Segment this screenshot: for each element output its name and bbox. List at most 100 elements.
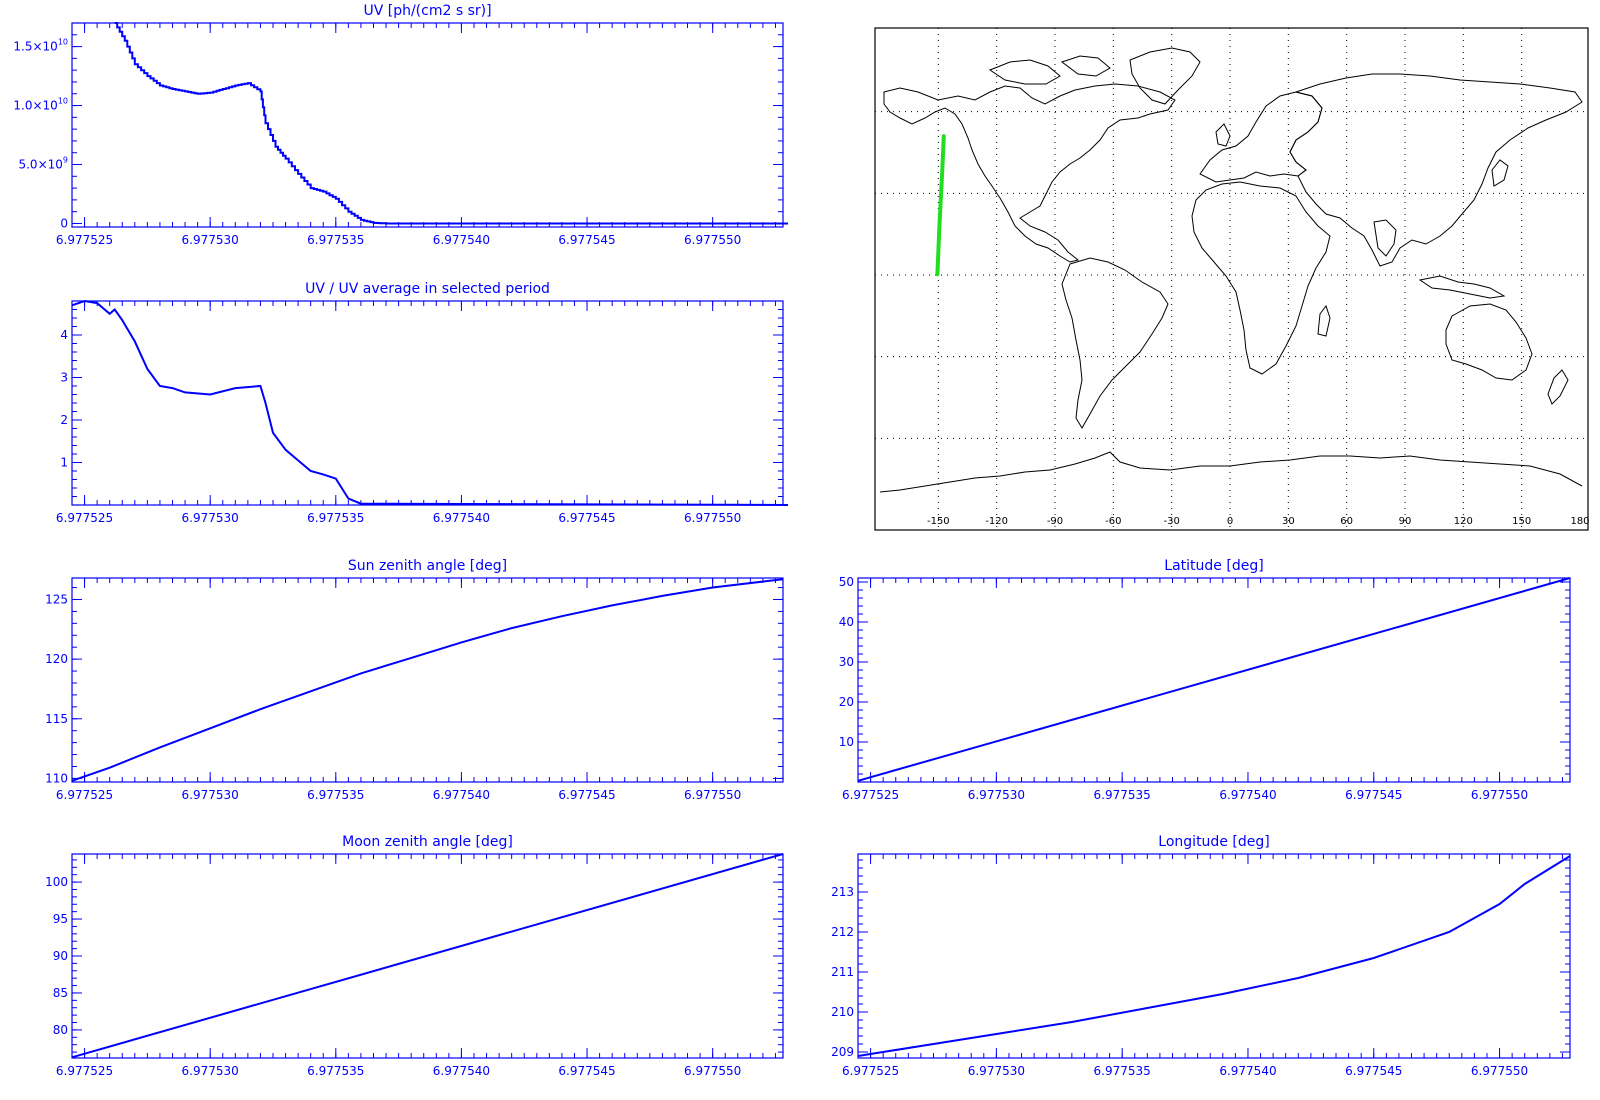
y-tick-label: 50 [839, 575, 854, 589]
map-xtick-label: 30 [1282, 516, 1295, 527]
coastline-madagascar [1317, 304, 1331, 337]
chart-title: Longitude [deg] [1158, 834, 1269, 850]
plot-frame [71, 300, 784, 506]
y-tick-label: 120 [45, 652, 68, 666]
x-tick-label: 6.977525 [56, 788, 113, 802]
coastline-greenland [1129, 47, 1201, 105]
map-xtick-labels: -150 -120 -90 -60 -30 0 30 60 90 120 150 180 [927, 516, 1590, 527]
coastline-india [1373, 219, 1397, 257]
y-tick-label: 80 [53, 1023, 68, 1037]
x-tick-label: 6.977530 [968, 1064, 1025, 1078]
y-tick-label: 2 [60, 413, 68, 427]
y-tick-label: 20 [839, 695, 854, 709]
x-tick-label: 6.977525 [842, 788, 899, 802]
series-line [71, 299, 789, 506]
x-tick-label: 6.977550 [684, 233, 741, 247]
chart-title: Sun zenith angle [deg] [348, 558, 507, 574]
coastline-new-zealand [1547, 369, 1569, 405]
sun-zenith-chart: Sun zenith angle [deg] 6.977525 6.977530 6.… [45, 558, 784, 802]
map-xtick-label: 0 [1227, 516, 1233, 527]
coastline-antarctica [879, 451, 1583, 493]
plot-frame [857, 853, 1571, 1059]
latitude-chart: Latitude [deg] 6.977525 6.977530 6.977535 6.… [839, 558, 1571, 802]
map-xtick-label: 150 [1512, 516, 1531, 527]
map-coastlines [879, 47, 1583, 493]
x-tick-label: 6.977530 [182, 1064, 239, 1078]
x-tick-label: 6.977535 [307, 233, 364, 247]
y-tick-label: 90 [53, 949, 68, 963]
x-tick-label: 6.977545 [558, 1064, 615, 1078]
coastline-australia [1445, 303, 1533, 381]
plot-frame [857, 577, 1571, 783]
x-tick-label: 6.977545 [1345, 1064, 1402, 1078]
y-tick-label: 1.5×1010 [13, 38, 68, 54]
coastline-indonesia [1418, 275, 1506, 299]
coastline-arctic-islands [988, 55, 1111, 85]
map-xtick-label: -60 [1105, 516, 1121, 527]
y-tick-label: 1.0×1010 [13, 97, 68, 113]
x-tick-label: 6.977525 [56, 1064, 113, 1078]
series-line [114, 22, 788, 225]
map-xtick-label: -30 [1163, 516, 1179, 527]
series-line [857, 577, 1571, 782]
chart-title: Latitude [deg] [1164, 558, 1263, 574]
x-tick-label: 6.977530 [182, 788, 239, 802]
y-tick-label: 10 [839, 735, 854, 749]
y-tick-label: 212 [831, 925, 854, 939]
y-tick-label: 3 [60, 371, 68, 385]
coastline-asia [1289, 73, 1583, 267]
world-map: -150 -120 -90 -60 -30 0 30 60 90 120 150 180 [874, 27, 1590, 531]
series-line [857, 855, 1571, 1057]
chart-title: UV / UV average in selected period [305, 281, 550, 297]
x-tick-label: 6.977540 [433, 233, 490, 247]
x-tick-label: 6.977550 [684, 788, 741, 802]
x-tick-label: 6.977525 [56, 233, 113, 247]
x-tick-label: 6.977535 [307, 788, 364, 802]
moon-zenith-chart: Moon zenith angle [deg] 6.977525 6.977530 6… [45, 834, 784, 1078]
y-tick-label: 213 [831, 885, 854, 899]
x-tick-label: 6.977535 [1094, 788, 1151, 802]
map-xtick-label: -150 [927, 516, 950, 527]
series-line [71, 853, 784, 1059]
x-tick-label: 6.977535 [307, 1064, 364, 1078]
x-tick-label: 6.977550 [684, 511, 741, 525]
y-tick-label: 4 [60, 328, 68, 342]
x-tick-label: 6.977540 [1219, 1064, 1276, 1078]
chart-title: Moon zenith angle [deg] [342, 834, 513, 850]
x-tick-label: 6.977535 [307, 511, 364, 525]
y-tick-label: 209 [831, 1045, 854, 1059]
x-tick-label: 6.977545 [558, 511, 615, 525]
x-tick-label: 6.977540 [433, 788, 490, 802]
x-tick-label: 6.977545 [558, 233, 615, 247]
x-tick-label: 6.977535 [1094, 1064, 1151, 1078]
plot-frame [71, 577, 784, 783]
y-tick-label: 110 [45, 771, 68, 785]
x-tick-label: 6.977545 [1345, 788, 1402, 802]
y-tick-label: 5.0×109 [18, 156, 68, 172]
y-tick-label: 85 [53, 986, 68, 1000]
coastline-british-isles [1215, 123, 1231, 147]
coastline-south-america [1061, 257, 1169, 429]
x-tick-label: 6.977540 [433, 1064, 490, 1078]
x-tick-label: 6.977540 [1219, 788, 1276, 802]
coastline-japan [1491, 159, 1509, 187]
x-tick-label: 6.977525 [56, 511, 113, 525]
map-xtick-label: -120 [985, 516, 1008, 527]
y-tick-label: 1 [60, 456, 68, 470]
satellite-track [935, 134, 946, 277]
uv-chart: UV [ph/(cm2 s sr)] 6.977525 6.977530 6.9775… [13, 3, 788, 247]
x-tick-label: 6.977530 [182, 233, 239, 247]
longitude-chart: Longitude [deg] 6.977525 6.977530 6.977535 6… [831, 834, 1571, 1078]
map-xtick-label: 90 [1399, 516, 1412, 527]
x-tick-label: 6.977550 [1471, 788, 1528, 802]
y-tick-label: 40 [839, 615, 854, 629]
y-tick-label: 95 [53, 912, 68, 926]
x-tick-label: 6.977530 [968, 788, 1025, 802]
coastline-africa [1191, 181, 1331, 375]
y-tick-label: 0 [60, 216, 68, 230]
x-tick-label: 6.977545 [558, 788, 615, 802]
map-frame [874, 27, 1589, 531]
series-line [71, 578, 784, 782]
x-tick-label: 6.977550 [684, 1064, 741, 1078]
